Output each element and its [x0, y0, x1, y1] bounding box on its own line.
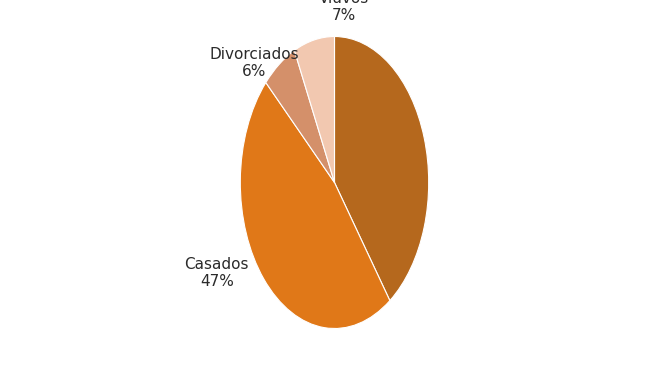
- Wedge shape: [266, 50, 334, 182]
- Text: Solteiros
40%: Solteiros 40%: [0, 364, 1, 365]
- Wedge shape: [294, 36, 334, 182]
- Wedge shape: [240, 82, 390, 328]
- Text: Divorciados
6%: Divorciados 6%: [209, 47, 299, 79]
- Text: Viúvos
7%: Viúvos 7%: [319, 0, 369, 23]
- Text: Casados
47%: Casados 47%: [185, 257, 249, 289]
- Wedge shape: [334, 36, 429, 301]
